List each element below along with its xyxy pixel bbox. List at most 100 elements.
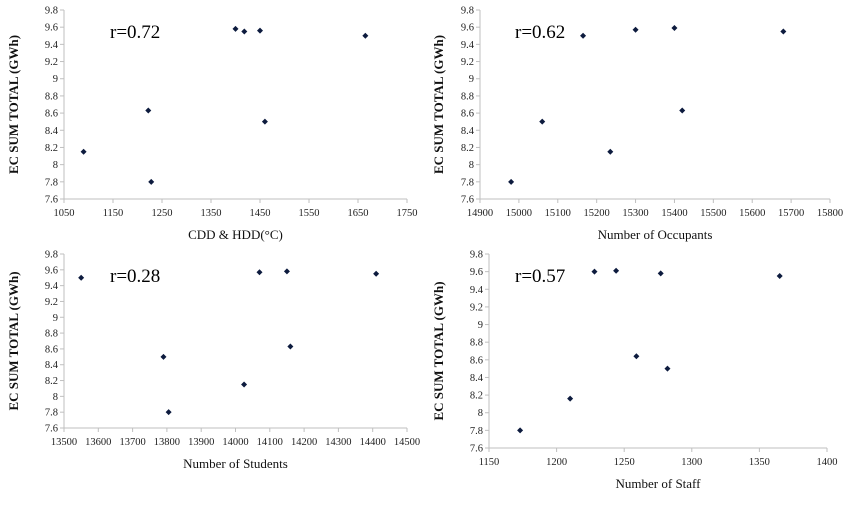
x-tick-label: 14000 — [222, 437, 248, 448]
data-point — [539, 118, 546, 125]
y-tick-label: 8.6 — [470, 355, 483, 366]
x-tick-label: 1250 — [152, 208, 173, 219]
x-axis-label: Number of Students — [183, 456, 288, 471]
data-point — [679, 107, 686, 114]
data-point — [165, 409, 172, 416]
x-tick-label: 1250 — [614, 457, 635, 468]
y-tick-label: 8.6 — [461, 109, 474, 120]
data-point — [633, 353, 640, 360]
y-tick-label: 8.4 — [45, 360, 59, 371]
y-tick-label: 9.2 — [461, 57, 474, 68]
y-tick-label: 8.8 — [470, 338, 483, 349]
x-axis-label: Number of Staff — [616, 476, 702, 491]
y-tick-label: 8.4 — [45, 126, 59, 137]
data-point — [283, 268, 290, 275]
x-tick-label: 1750 — [397, 208, 418, 219]
y-tick-label: 8.2 — [45, 376, 58, 387]
y-tick-label: 8.8 — [45, 329, 58, 340]
y-tick-label: 9.4 — [470, 285, 484, 296]
x-tick-label: 1450 — [250, 208, 271, 219]
correlation-annotation: r=0.57 — [515, 266, 565, 287]
y-tick-label: 9.2 — [45, 57, 58, 68]
data-point — [776, 273, 783, 280]
scatter-panel: 7.6 7.8 8 8.2 8.4 8.6 8.8 9 9.2 9.4 9.6 9.8 1150 1200… — [427, 246, 848, 502]
x-tick-label: 15500 — [700, 208, 726, 219]
y-tick-label: 9.2 — [45, 297, 58, 308]
y-tick-label: 9.8 — [45, 6, 58, 17]
scatter-chart: 7.6 7.8 8 8.2 8.4 8.6 8.8 9 9.2 9.4 9.6 9.8 1050 1150… — [6, 6, 418, 243]
data-point — [257, 27, 263, 34]
x-tick-label: 1350 — [201, 208, 222, 219]
x-tick-label: 1150 — [103, 208, 124, 219]
y-tick-label: 8.4 — [470, 373, 484, 384]
x-tick-label: 15800 — [817, 208, 843, 219]
x-tick-label: 15400 — [661, 208, 687, 219]
x-tick-label: 14300 — [325, 437, 351, 448]
y-tick-label: 7.6 — [45, 195, 58, 206]
y-tick-label: 9.6 — [461, 23, 474, 34]
scatter-panel: 7.6 7.8 8 8.2 8.4 8.6 8.8 9 9.2 9.4 9.6 9.8 14900 150… — [427, 2, 848, 242]
y-tick-label: 9.6 — [45, 23, 58, 34]
data-point — [671, 25, 678, 32]
data-point — [287, 343, 294, 350]
y-tick-label: 9.4 — [45, 281, 59, 292]
y-tick-label: 7.8 — [461, 177, 474, 188]
y-tick-label: 9.6 — [470, 267, 483, 278]
data-point — [145, 107, 152, 114]
data-point — [613, 267, 620, 274]
y-tick-label: 9.6 — [45, 265, 58, 276]
x-tick-label: 14100 — [257, 437, 283, 448]
data-point — [373, 270, 380, 277]
data-point — [607, 148, 614, 155]
data-point — [362, 32, 369, 39]
y-tick-label: 9.8 — [470, 250, 483, 261]
x-tick-label: 15000 — [506, 208, 532, 219]
x-tick-label: 1300 — [681, 457, 702, 468]
x-axis-label: Number of Occupants — [598, 227, 713, 242]
y-tick-label: 8 — [478, 408, 483, 419]
data-point — [632, 26, 639, 33]
x-tick-label: 13700 — [119, 437, 145, 448]
y-tick-label: 7.6 — [461, 195, 474, 206]
y-tick-label: 8.4 — [461, 126, 475, 137]
y-tick-label: 9 — [53, 313, 58, 324]
y-tick-label: 9 — [469, 74, 474, 85]
x-tick-label: 1650 — [348, 208, 369, 219]
data-point — [664, 365, 671, 372]
x-tick-label: 14200 — [291, 437, 317, 448]
scatter-chart: 7.6 7.8 8 8.2 8.4 8.6 8.8 9 9.2 9.4 9.6 9.8 13500 136… — [6, 250, 420, 472]
x-tick-label: 1550 — [299, 208, 320, 219]
x-tick-label: 1400 — [817, 457, 838, 468]
correlation-annotation: r=0.72 — [110, 22, 160, 43]
data-point — [508, 178, 515, 185]
data-point — [241, 28, 248, 35]
y-tick-label: 8.8 — [45, 91, 58, 102]
data-point — [567, 395, 574, 402]
y-tick-label: 8.2 — [45, 143, 58, 154]
y-tick-label: 8 — [469, 160, 474, 171]
correlation-annotation: r=0.28 — [110, 266, 160, 287]
x-tick-label: 1350 — [749, 457, 770, 468]
x-tick-label: 14900 — [467, 208, 493, 219]
y-tick-label: 8 — [53, 160, 58, 171]
y-tick-label: 8.8 — [461, 91, 474, 102]
y-tick-label: 8.2 — [470, 391, 483, 402]
y-tick-label: 8.2 — [461, 143, 474, 154]
data-point — [78, 274, 85, 281]
data-point — [591, 268, 598, 275]
y-axis-label: EC SUM TOTAL (GWh) — [6, 271, 21, 410]
y-tick-label: 7.8 — [470, 426, 483, 437]
scatter-chart: 7.6 7.8 8 8.2 8.4 8.6 8.8 9 9.2 9.4 9.6 9.8 1150 1200… — [431, 250, 838, 492]
y-tick-label: 7.6 — [470, 444, 483, 455]
y-tick-label: 9.4 — [45, 40, 59, 51]
scatter-panel: 7.6 7.8 8 8.2 8.4 8.6 8.8 9 9.2 9.4 9.6 9.8 1050 1150… — [2, 2, 423, 242]
data-point — [232, 25, 239, 32]
data-point — [148, 178, 155, 185]
scatter-panel: 7.6 7.8 8 8.2 8.4 8.6 8.8 9 9.2 9.4 9.6 9.8 13500 136… — [2, 246, 423, 502]
data-point — [261, 118, 268, 125]
y-axis-label: EC SUM TOTAL (GWh) — [431, 281, 446, 420]
data-point — [780, 28, 787, 35]
y-tick-label: 9 — [53, 74, 58, 85]
x-tick-label: 15200 — [584, 208, 610, 219]
